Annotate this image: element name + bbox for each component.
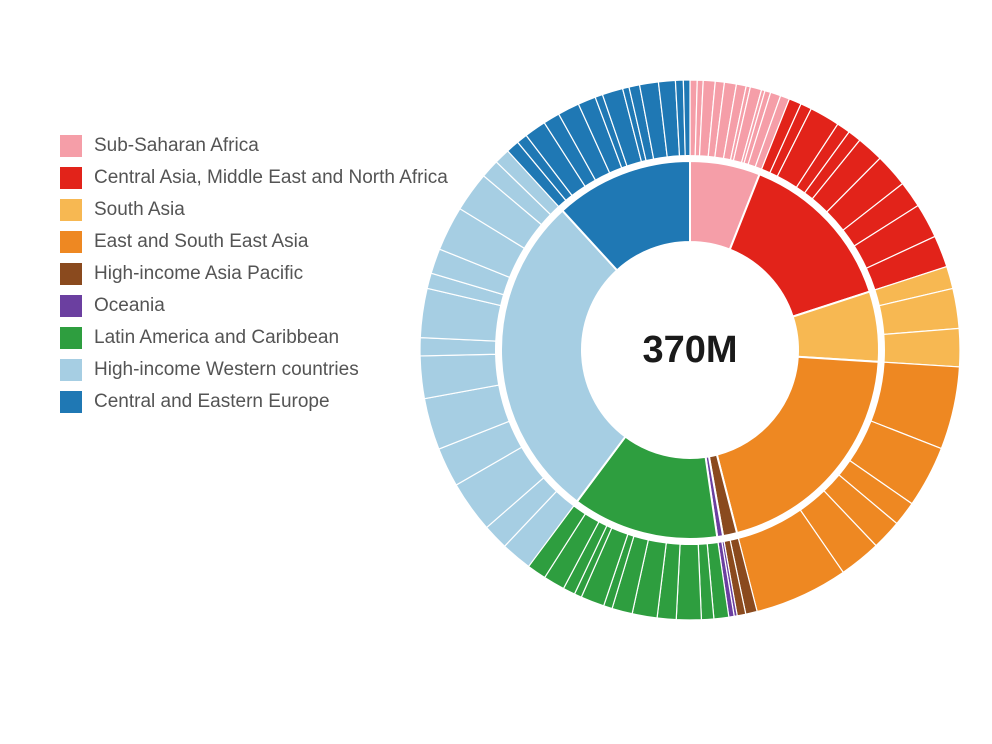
legend-label-hiw: High-income Western countries [94, 359, 359, 381]
legend-item-oc[interactable]: Oceania [60, 290, 448, 322]
legend-swatch-cee [60, 391, 82, 413]
sunburst-chart: 370M [420, 80, 960, 620]
legend-item-esea[interactable]: East and South East Asia [60, 226, 448, 258]
legend-item-cee[interactable]: Central and Eastern Europe [60, 386, 448, 418]
legend-swatch-hiw [60, 359, 82, 381]
legend-label-oc: Oceania [94, 295, 165, 317]
figure-root: Sub-Saharan Africa Central Asia, Middle E… [0, 0, 992, 744]
legend-label-lac: Latin America and Caribbean [94, 327, 339, 349]
legend-swatch-hiap [60, 263, 82, 285]
legend-item-cmena[interactable]: Central Asia, Middle East and North Afri… [60, 162, 448, 194]
sunburst-svg [420, 80, 960, 620]
legend-swatch-sa [60, 199, 82, 221]
legend-label-sa: South Asia [94, 199, 185, 221]
legend-item-hiap[interactable]: High-income Asia Pacific [60, 258, 448, 290]
legend-item-ssa[interactable]: Sub-Saharan Africa [60, 130, 448, 162]
legend-item-hiw[interactable]: High-income Western countries [60, 354, 448, 386]
legend-swatch-ssa [60, 135, 82, 157]
legend-item-sa[interactable]: South Asia [60, 194, 448, 226]
legend-swatch-lac [60, 327, 82, 349]
legend-label-hiap: High-income Asia Pacific [94, 263, 303, 285]
legend-item-lac[interactable]: Latin America and Caribbean [60, 322, 448, 354]
legend-label-cee: Central and Eastern Europe [94, 391, 330, 413]
legend-label-esea: East and South East Asia [94, 231, 308, 253]
legend-swatch-oc [60, 295, 82, 317]
outer-slice-sa-2[interactable] [884, 328, 960, 367]
legend-label-cmena: Central Asia, Middle East and North Afri… [94, 167, 448, 189]
outer-slice-cee-13[interactable] [683, 80, 690, 156]
legend-swatch-esea [60, 231, 82, 253]
legend: Sub-Saharan Africa Central Asia, Middle E… [60, 130, 448, 418]
legend-swatch-cmena [60, 167, 82, 189]
legend-label-ssa: Sub-Saharan Africa [94, 135, 259, 157]
